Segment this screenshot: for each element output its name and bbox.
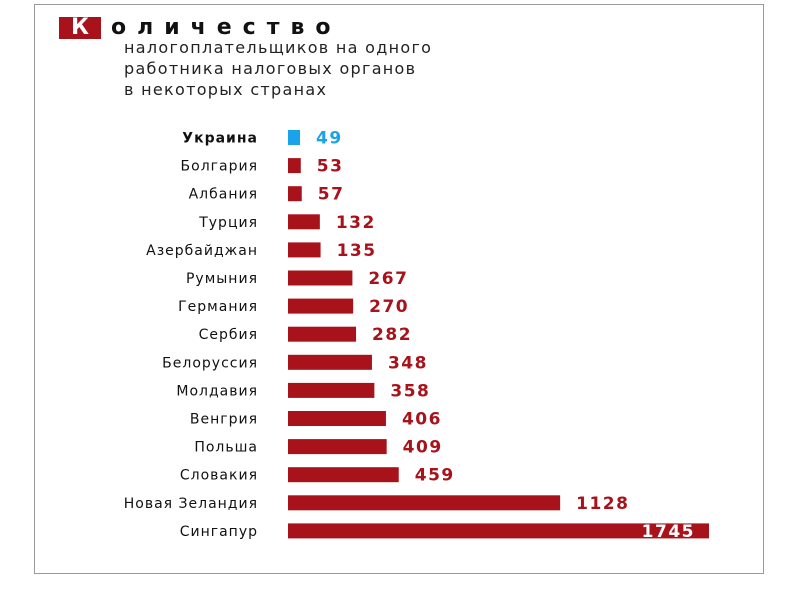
data-label: 49: [316, 129, 343, 149]
bar: [288, 523, 709, 539]
category-label: Германия: [178, 299, 258, 315]
bar: [288, 495, 561, 511]
data-label: 406: [402, 410, 442, 430]
subtitle-line-2: работника налоговых органов: [124, 59, 417, 78]
data-label: 1745: [642, 522, 695, 542]
bar: [288, 382, 375, 398]
data-label: 57: [318, 185, 345, 205]
title-word: оличество: [111, 15, 342, 40]
bar: [288, 298, 354, 314]
category-label: Турция: [198, 215, 258, 231]
category-label: Новая Зеландия: [124, 496, 258, 512]
data-label: 358: [390, 381, 430, 401]
bar: [288, 467, 399, 483]
data-label: 459: [415, 466, 455, 486]
title-initial-letter: К: [59, 17, 101, 39]
category-label: Сербия: [199, 327, 258, 343]
category-label: Польша: [194, 440, 258, 456]
category-label: Украина: [182, 131, 258, 147]
bar: [288, 270, 353, 286]
category-label: Болгария: [181, 159, 258, 175]
subtitle-line-1: налогоплательщиков на одного: [124, 38, 433, 57]
data-label: 348: [388, 353, 428, 373]
bar: [288, 439, 387, 455]
bar: [288, 326, 357, 342]
data-label: 132: [336, 213, 376, 233]
category-label: Сингапур: [180, 524, 258, 540]
bar: [288, 214, 320, 230]
bar: [288, 242, 321, 258]
bar: [288, 354, 372, 370]
data-label: 409: [403, 438, 443, 458]
data-label: 1128: [576, 494, 629, 514]
data-label: 267: [368, 269, 408, 289]
category-label: Белоруссия: [162, 355, 258, 371]
category-label: Словакия: [180, 468, 258, 484]
bar: [288, 186, 302, 202]
chart-title: К оличество: [59, 17, 342, 39]
subtitle-line-3: в некоторых странах: [124, 80, 328, 99]
data-label: 53: [317, 157, 344, 177]
bar: [288, 411, 386, 426]
data-label: 270: [369, 297, 409, 317]
data-label: 135: [337, 241, 377, 261]
category-label: Албания: [189, 187, 258, 203]
category-label: Молдавия: [176, 383, 258, 399]
category-label: Азербайджан: [146, 243, 258, 259]
bar: [288, 130, 300, 145]
category-label: Румыния: [186, 271, 258, 287]
chart-frame: [34, 4, 764, 574]
bar: [288, 158, 301, 174]
data-label: 282: [372, 325, 412, 345]
category-label: Венгрия: [190, 412, 258, 428]
